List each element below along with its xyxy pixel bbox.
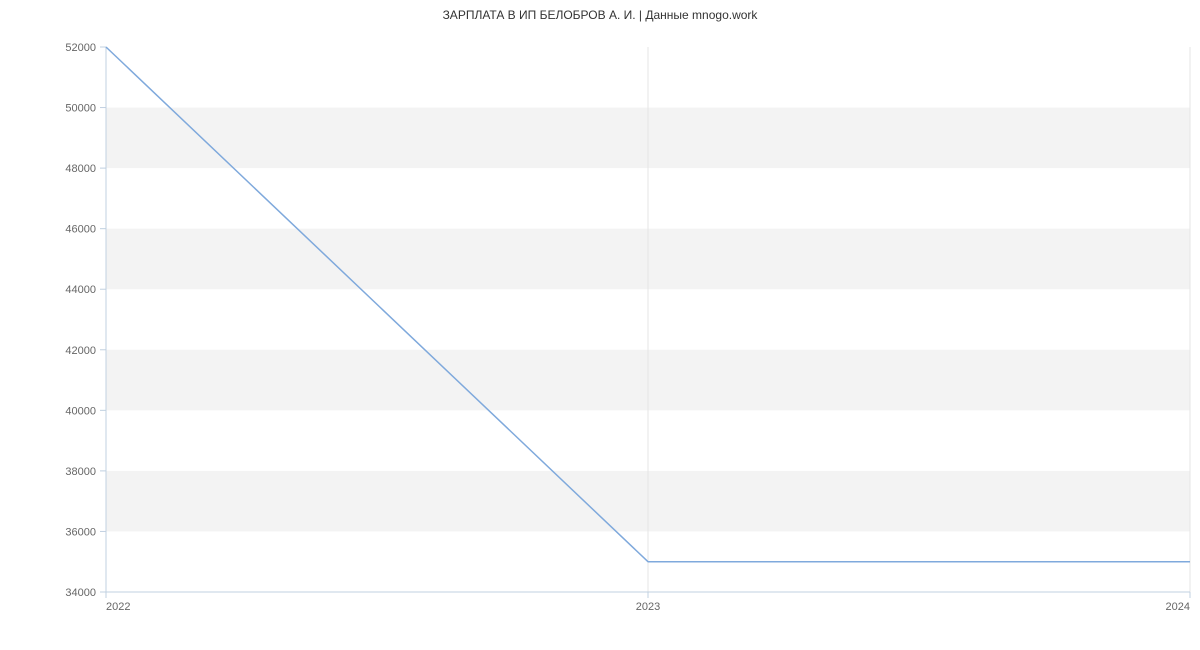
y-tick-label: 52000 <box>65 42 96 54</box>
y-tick-label: 44000 <box>65 284 96 296</box>
y-tick-label: 48000 <box>65 163 96 175</box>
y-tick-label: 34000 <box>65 587 96 599</box>
x-tick-label: 2024 <box>1166 601 1190 613</box>
y-tick-label: 40000 <box>65 405 96 417</box>
y-tick-label: 36000 <box>65 526 96 538</box>
chart-svg: 34000 36000 38000 40000 42000 44000 46000 48000… <box>0 0 1200 650</box>
x-tick-label: 2022 <box>106 601 130 613</box>
x-tick-label: 2023 <box>636 601 660 613</box>
salary-chart: ЗАРПЛАТА В ИП БЕЛОБРОВ А. И. | Данные mn… <box>0 0 1200 650</box>
y-tick-label: 38000 <box>65 466 96 478</box>
y-tick-label: 50000 <box>65 103 96 115</box>
y-tick-label: 46000 <box>65 224 96 236</box>
y-tick-label: 42000 <box>65 345 96 357</box>
